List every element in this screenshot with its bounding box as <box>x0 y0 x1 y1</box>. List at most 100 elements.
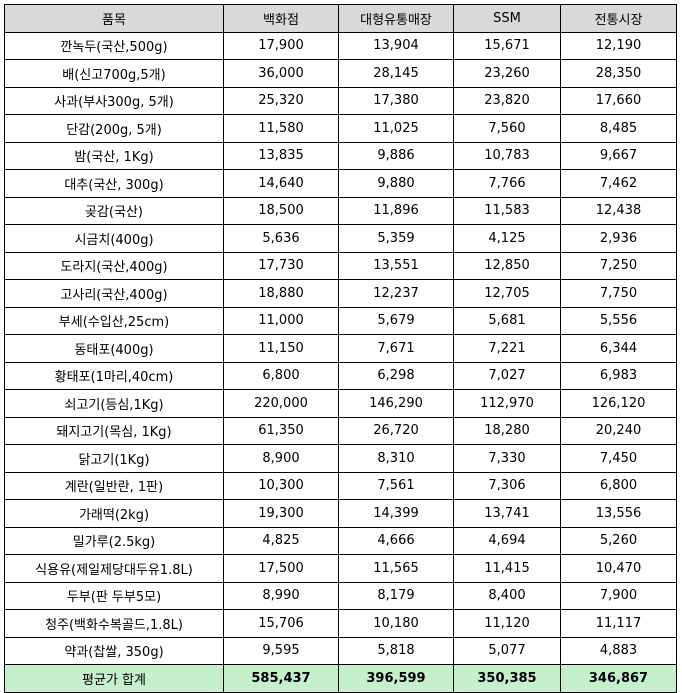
table-row: 닭고기(1Kg) 8,900 8,310 7,330 7,450 <box>4 444 677 473</box>
hypermarket-price-cell: 11,025 <box>338 114 454 143</box>
traditional-market-price-cell: 8,485 <box>560 114 677 143</box>
header-hypermarket: 대형유통매장 <box>338 4 454 33</box>
hypermarket-price-cell: 13,551 <box>338 251 454 280</box>
item-name-cell: 곶감(국산) <box>4 196 224 225</box>
traditional-market-price-cell: 2,936 <box>560 224 677 253</box>
table-row: 식용유(제일제당대두유1.8L) 17,500 11,565 11,415 10,470 <box>4 554 677 583</box>
table-row: 시금치(400g) 5,636 5,359 4,125 2,936 <box>4 224 677 253</box>
table-footer: 평균가 합계 585,437 396,599 350,385 346,867 <box>4 664 677 693</box>
traditional-market-price-cell: 7,462 <box>560 169 677 198</box>
department-store-price-cell: 11,150 <box>223 334 339 363</box>
item-name-cell: 두부(판 두부5모) <box>4 581 224 610</box>
traditional-market-price-cell: 5,260 <box>560 526 677 555</box>
table-row: 고사리(국산,400g) 18,880 12,237 12,705 7,750 <box>4 279 677 308</box>
ssm-price-cell: 11,120 <box>453 609 561 638</box>
department-store-price-cell: 6,800 <box>223 361 339 390</box>
item-name-cell: 단감(200g, 5개) <box>4 114 224 143</box>
traditional-market-price-cell: 7,450 <box>560 444 677 473</box>
department-store-price-cell: 17,730 <box>223 251 339 280</box>
department-store-price-cell: 25,320 <box>223 86 339 115</box>
item-name-cell: 닭고기(1Kg) <box>4 444 224 473</box>
table-row: 돼지고기(목심, 1Kg) 61,350 26,720 18,280 20,240 <box>4 416 677 445</box>
total-department-store: 585,437 <box>223 664 339 693</box>
ssm-price-cell: 4,694 <box>453 526 561 555</box>
total-hypermarket: 396,599 <box>338 664 454 693</box>
ssm-price-cell: 4,125 <box>453 224 561 253</box>
table-row: 황태포(1마리,40cm) 6,800 6,298 7,027 6,983 <box>4 361 677 390</box>
traditional-market-price-cell: 10,470 <box>560 554 677 583</box>
traditional-market-price-cell: 126,120 <box>560 389 677 418</box>
table-row: 단감(200g, 5개) 11,580 11,025 7,560 8,485 <box>4 114 677 143</box>
total-ssm: 350,385 <box>453 664 561 693</box>
ssm-price-cell: 7,027 <box>453 361 561 390</box>
traditional-market-price-cell: 7,250 <box>560 251 677 280</box>
total-label: 평균가 합계 <box>4 664 224 693</box>
table-row: 깐녹두(국산,500g) 17,900 13,904 15,671 12,190 <box>4 31 677 60</box>
ssm-price-cell: 7,221 <box>453 334 561 363</box>
hypermarket-price-cell: 7,671 <box>338 334 454 363</box>
ssm-price-cell: 8,400 <box>453 581 561 610</box>
traditional-market-price-cell: 6,800 <box>560 471 677 500</box>
table-row: 사과(부사300g, 5개) 25,320 17,380 23,820 17,660 <box>4 86 677 115</box>
traditional-market-price-cell: 9,667 <box>560 141 677 170</box>
item-name-cell: 가래떡(2kg) <box>4 499 224 528</box>
ssm-price-cell: 18,280 <box>453 416 561 445</box>
department-store-price-cell: 220,000 <box>223 389 339 418</box>
table-header: 품목 백화점 대형유통매장 SSM 전통시장 <box>4 4 677 33</box>
item-name-cell: 계란(일반란, 1판) <box>4 471 224 500</box>
header-ssm: SSM <box>453 4 561 33</box>
price-comparison-table: 품목 백화점 대형유통매장 SSM 전통시장 깐녹두(국산,500g) 17,90… <box>4 4 677 693</box>
ssm-price-cell: 5,681 <box>453 306 561 335</box>
table-row: 밤(국산, 1Kg) 13,835 9,886 10,783 9,667 <box>4 141 677 170</box>
item-name-cell: 식용유(제일제당대두유1.8L) <box>4 554 224 583</box>
hypermarket-price-cell: 8,310 <box>338 444 454 473</box>
hypermarket-price-cell: 11,565 <box>338 554 454 583</box>
ssm-price-cell: 12,705 <box>453 279 561 308</box>
header-item: 품목 <box>4 4 224 33</box>
item-name-cell: 대추(국산, 300g) <box>4 169 224 198</box>
hypermarket-price-cell: 9,880 <box>338 169 454 198</box>
table-row: 도라지(국산,400g) 17,730 13,551 12,850 7,250 <box>4 251 677 280</box>
table-row: 가래떡(2kg) 19,300 14,399 13,741 13,556 <box>4 499 677 528</box>
table-row: 배(신고700g,5개) 36,000 28,145 23,260 28,350 <box>4 59 677 88</box>
department-store-price-cell: 61,350 <box>223 416 339 445</box>
department-store-price-cell: 18,880 <box>223 279 339 308</box>
item-name-cell: 황태포(1마리,40cm) <box>4 361 224 390</box>
ssm-price-cell: 5,077 <box>453 636 561 665</box>
ssm-price-cell: 112,970 <box>453 389 561 418</box>
table-row: 쇠고기(등심,1Kg) 220,000 146,290 112,970 126,120 <box>4 389 677 418</box>
table-row: 대추(국산, 300g) 14,640 9,880 7,766 7,462 <box>4 169 677 198</box>
traditional-market-price-cell: 4,883 <box>560 636 677 665</box>
table-row: 부세(수입산,25cm) 11,000 5,679 5,681 5,556 <box>4 306 677 335</box>
item-name-cell: 동태포(400g) <box>4 334 224 363</box>
table-row: 계란(일반란, 1판) 10,300 7,561 7,306 6,800 <box>4 471 677 500</box>
item-name-cell: 시금치(400g) <box>4 224 224 253</box>
department-store-price-cell: 13,835 <box>223 141 339 170</box>
traditional-market-price-cell: 7,750 <box>560 279 677 308</box>
item-name-cell: 부세(수입산,25cm) <box>4 306 224 335</box>
table-body: 깐녹두(국산,500g) 17,900 13,904 15,671 12,190 배(신고… <box>4 31 677 665</box>
department-store-price-cell: 8,900 <box>223 444 339 473</box>
ssm-price-cell: 23,260 <box>453 59 561 88</box>
hypermarket-price-cell: 146,290 <box>338 389 454 418</box>
hypermarket-price-cell: 5,359 <box>338 224 454 253</box>
item-name-cell: 청주(백화수복골드,1.8L) <box>4 609 224 638</box>
ssm-price-cell: 11,583 <box>453 196 561 225</box>
hypermarket-price-cell: 10,180 <box>338 609 454 638</box>
department-store-price-cell: 18,500 <box>223 196 339 225</box>
ssm-price-cell: 12,850 <box>453 251 561 280</box>
total-row: 평균가 합계 585,437 396,599 350,385 346,867 <box>4 664 677 693</box>
department-store-price-cell: 36,000 <box>223 59 339 88</box>
traditional-market-price-cell: 11,117 <box>560 609 677 638</box>
traditional-market-price-cell: 6,983 <box>560 361 677 390</box>
traditional-market-price-cell: 6,344 <box>560 334 677 363</box>
hypermarket-price-cell: 26,720 <box>338 416 454 445</box>
hypermarket-price-cell: 4,666 <box>338 526 454 555</box>
hypermarket-price-cell: 9,886 <box>338 141 454 170</box>
ssm-price-cell: 15,671 <box>453 31 561 60</box>
hypermarket-price-cell: 11,896 <box>338 196 454 225</box>
ssm-price-cell: 7,766 <box>453 169 561 198</box>
table-row: 청주(백화수복골드,1.8L) 15,706 10,180 11,120 11,117 <box>4 609 677 638</box>
hypermarket-price-cell: 6,298 <box>338 361 454 390</box>
department-store-price-cell: 11,000 <box>223 306 339 335</box>
